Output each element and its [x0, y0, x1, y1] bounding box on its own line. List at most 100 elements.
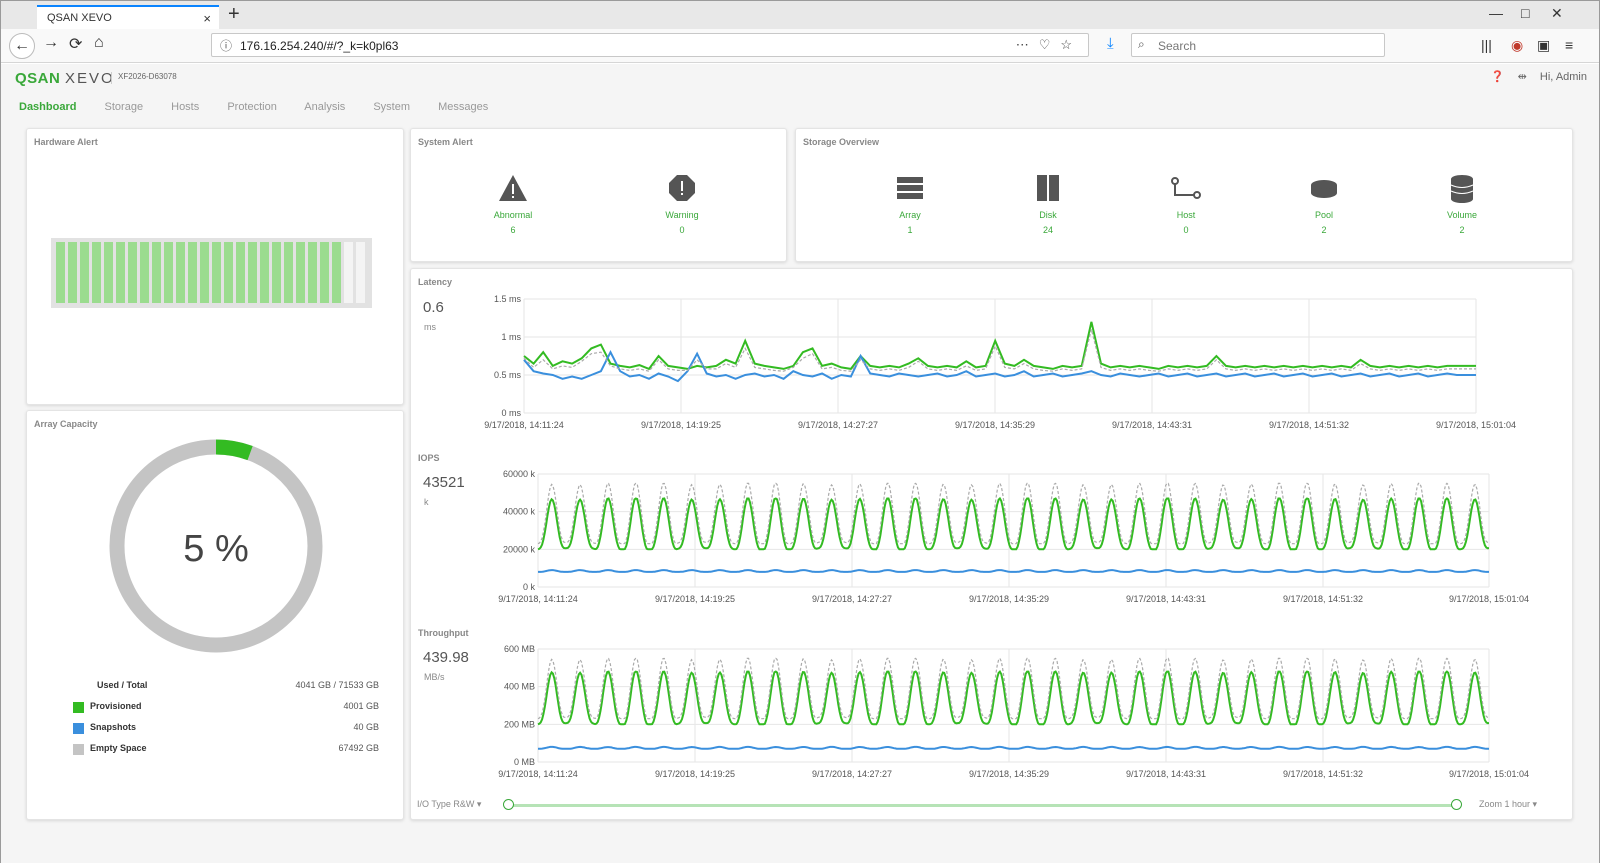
disk-slot[interactable]: [224, 242, 233, 303]
disk-slot[interactable]: [92, 242, 101, 303]
app-content: QSAN XEVO XF2026-D63078 ❓ ⇹ Hi, Admin Da…: [1, 64, 1599, 863]
warning-alert[interactable]: Warning 0: [642, 171, 722, 235]
time-range-slider[interactable]: [508, 804, 1456, 807]
new-tab-button[interactable]: +: [228, 3, 240, 25]
disk-slot[interactable]: [236, 242, 245, 303]
disk-slot[interactable]: [68, 242, 77, 303]
host-label: Host: [1176, 210, 1196, 220]
home-icon[interactable]: ⌂: [94, 34, 104, 51]
disk-slot[interactable]: [308, 242, 317, 303]
nav-storage[interactable]: Storage: [104, 101, 144, 113]
forward-icon[interactable]: →: [43, 34, 59, 51]
y-tick-label: 1.5 ms: [494, 294, 522, 304]
menu-icon[interactable]: ≡: [1565, 37, 1574, 53]
system-alert-card: System Alert Abnormal 6 Warning 0: [410, 128, 787, 262]
minimize-icon[interactable]: —: [1489, 5, 1503, 21]
help-icon[interactable]: ❓: [1490, 71, 1505, 83]
main-nav: Dashboard Storage Hosts Protection Analy…: [19, 101, 513, 113]
disk-slot[interactable]: [296, 242, 305, 303]
download-icon[interactable]: ⤓: [1107, 35, 1114, 52]
slider-handle-right[interactable]: [1451, 799, 1462, 810]
x-tick-label: 9/17/2018, 14:35:29: [969, 594, 1049, 604]
snapshots-value: 40 GB: [353, 722, 379, 732]
nav-dashboard[interactable]: Dashboard: [19, 101, 77, 113]
url-text[interactable]: 176.16.254.240/#/?_k=k0pl63: [240, 39, 399, 53]
abnormal-alert[interactable]: Abnormal 6: [473, 171, 553, 235]
close-tab-icon[interactable]: ×: [203, 11, 211, 26]
throughput-title: Throughput: [418, 628, 469, 638]
enclosure-slots[interactable]: [51, 238, 372, 308]
hardware-alert-title: Hardware Alert: [34, 137, 98, 147]
disk-slot[interactable]: [212, 242, 221, 303]
storage-array-item[interactable]: Array 1: [870, 171, 950, 235]
x-tick-label: 9/17/2018, 14:51:32: [1283, 594, 1363, 604]
x-tick-label: 9/17/2018, 14:43:31: [1126, 594, 1206, 604]
sidebar-icon[interactable]: ▣: [1537, 37, 1551, 53]
disk-slot[interactable]: [356, 242, 365, 303]
disk-slot[interactable]: [248, 242, 257, 303]
io-type-select[interactable]: I/O Type R&W ▾: [417, 799, 482, 809]
storage-volume-item[interactable]: Volume 2: [1422, 171, 1502, 235]
snapshots-swatch: [73, 723, 84, 734]
disk-slot[interactable]: [152, 242, 161, 303]
disk-slot[interactable]: [332, 242, 341, 303]
alert-octagon-icon: [669, 175, 695, 201]
chart-controls: I/O Type R&W ▾ Zoom 1 hour ▾: [411, 793, 1545, 819]
disk-slot[interactable]: [80, 242, 89, 303]
close-window-icon[interactable]: ✕: [1551, 5, 1563, 21]
nav-messages[interactable]: Messages: [438, 101, 489, 113]
nav-analysis[interactable]: Analysis: [304, 101, 346, 113]
storage-disk-item[interactable]: Disk 24: [1008, 171, 1088, 235]
disk-slot[interactable]: [140, 242, 149, 303]
user-greeting[interactable]: Hi, Admin: [1539, 71, 1587, 83]
nav-hosts[interactable]: Hosts: [171, 101, 200, 113]
nav-protection[interactable]: Protection: [227, 101, 277, 113]
disk-slot[interactable]: [104, 242, 113, 303]
x-tick-label: 9/17/2018, 14:27:27: [798, 420, 878, 430]
pool-count: 2: [1321, 225, 1327, 235]
address-bar[interactable]: ⓘ 176.16.254.240/#/?_k=k0pl63 ⋯♡☆: [211, 33, 1089, 57]
maximize-icon[interactable]: □: [1521, 5, 1530, 21]
disk-slot[interactable]: [260, 242, 269, 303]
disk-slot[interactable]: [176, 242, 185, 303]
slider-handle-left[interactable]: [503, 799, 514, 810]
browser-tab[interactable]: QSAN XEVO ×: [37, 5, 219, 29]
extension-icon[interactable]: ◉: [1511, 37, 1524, 53]
nav-system[interactable]: System: [373, 101, 411, 113]
search-icon: ⌕: [1138, 37, 1145, 51]
throughput-value: 439.98: [423, 649, 469, 666]
disk-slot[interactable]: [200, 242, 209, 303]
series-line: [537, 669, 1489, 726]
snapshots-label: Snapshots: [90, 722, 137, 732]
array-capacity-card: Array Capacity 5 % Used / Total 4041 GB …: [26, 410, 404, 820]
disk-slot[interactable]: [116, 242, 125, 303]
reload-icon[interactable]: ⟳: [69, 36, 83, 53]
disk-slot[interactable]: [272, 242, 281, 303]
app-logo[interactable]: QSAN XEVO: [15, 70, 115, 87]
disk-slot[interactable]: [164, 242, 173, 303]
performance-charts[interactable]: 0 ms 0.5 ms 1 ms 1.5 ms 9/17/2018, 14:11:24 9…: [411, 269, 1572, 799]
tab-title: QSAN XEVO: [47, 12, 112, 24]
y-tick-label: 0 ms: [501, 408, 521, 418]
back-icon[interactable]: ←: [9, 33, 35, 59]
search-input[interactable]: ⌕ Search: [1131, 33, 1385, 57]
volume-icon: [1450, 175, 1474, 203]
host-icon: [1171, 177, 1201, 199]
network-icon[interactable]: ⇹: [1517, 71, 1527, 83]
site-info-icon[interactable]: ⓘ: [220, 39, 233, 53]
disk-slot[interactable]: [128, 242, 137, 303]
storage-host-item[interactable]: Host 0: [1146, 171, 1226, 235]
x-tick-label: 9/17/2018, 14:27:27: [812, 594, 892, 604]
zoom-select[interactable]: Zoom 1 hour ▾: [1478, 799, 1537, 809]
series-line: [523, 321, 1476, 371]
disk-slot[interactable]: [188, 242, 197, 303]
disk-slot[interactable]: [344, 242, 353, 303]
disk-slot[interactable]: [56, 242, 65, 303]
page-actions-icon[interactable]: ⋯♡☆: [1015, 37, 1082, 52]
storage-pool-item[interactable]: Pool 2: [1284, 171, 1364, 235]
disk-slot[interactable]: [320, 242, 329, 303]
disk-label: Disk: [1039, 210, 1057, 220]
x-tick-label: 9/17/2018, 14:19:25: [655, 769, 735, 779]
disk-slot[interactable]: [284, 242, 293, 303]
library-icon[interactable]: |||: [1481, 37, 1492, 53]
